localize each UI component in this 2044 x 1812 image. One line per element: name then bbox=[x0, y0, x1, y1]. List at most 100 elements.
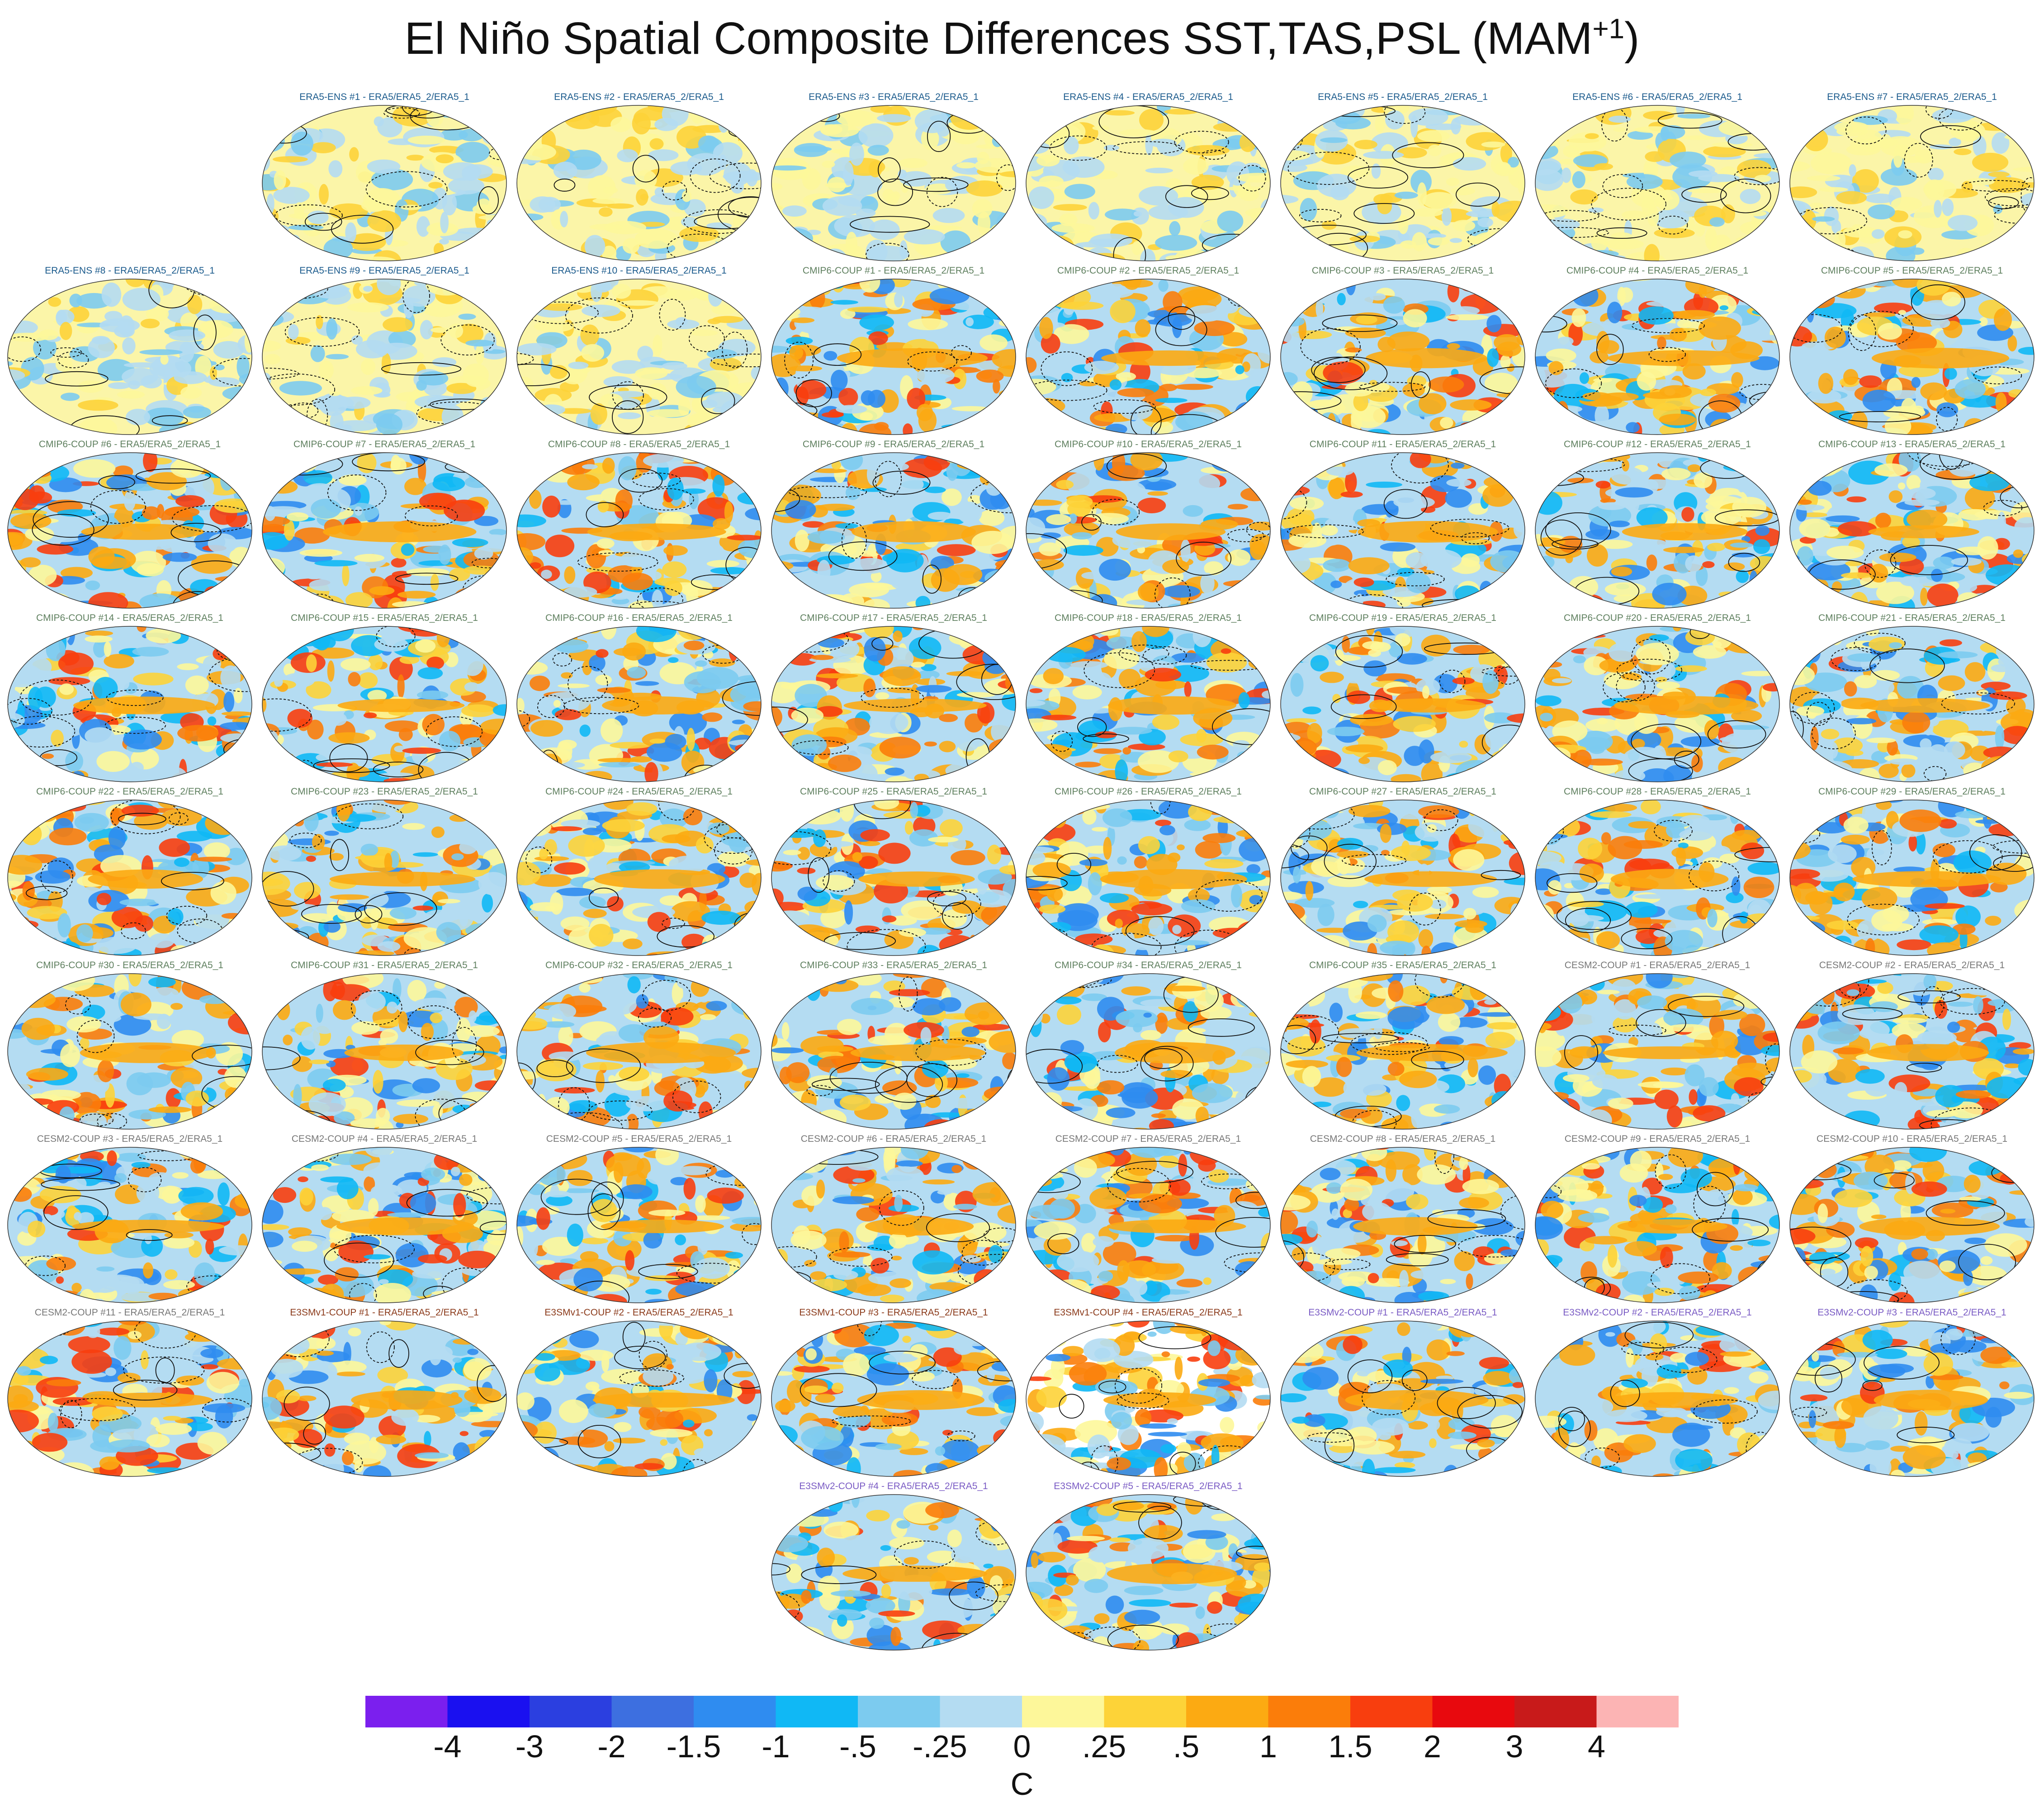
globe-map bbox=[771, 1494, 1016, 1651]
panel-title: CMIP6-COUP #17 - ERA5/ERA5_2/ERA5_1 bbox=[800, 613, 987, 623]
globe-map bbox=[262, 800, 507, 956]
globe-map bbox=[1535, 105, 1780, 261]
colorbar-swatch bbox=[611, 1696, 694, 1727]
globe-map bbox=[1026, 279, 1271, 435]
panel-title: CMIP6-COUP #15 - ERA5/ERA5_2/ERA5_1 bbox=[291, 613, 478, 623]
globe-map bbox=[1789, 279, 2035, 435]
colorbar-tick-label: 1 bbox=[1259, 1729, 1277, 1764]
globe-map bbox=[771, 1147, 1016, 1303]
map-panel: CMIP6-COUP #14 - ERA5/ERA5_2/ERA5_1 bbox=[5, 611, 254, 783]
map-panel: CMIP6-COUP #22 - ERA5/ERA5_2/ERA5_1 bbox=[5, 785, 254, 957]
panel-title: E3SMv2-COUP #4 - ERA5/ERA5_2/ERA5_1 bbox=[799, 1481, 988, 1491]
map-panel: CESM2-COUP #1 - ERA5/ERA5_2/ERA5_1 bbox=[1533, 959, 1782, 1131]
panel-title: E3SMv2-COUP #3 - ERA5/ERA5_2/ERA5_1 bbox=[1817, 1307, 2006, 1318]
panel-title: CMIP6-COUP #25 - ERA5/ERA5_2/ERA5_1 bbox=[800, 786, 987, 797]
panel-title: E3SMv2-COUP #2 - ERA5/ERA5_2/ERA5_1 bbox=[1563, 1307, 1752, 1318]
map-panel: CESM2-COUP #7 - ERA5/ERA5_2/ERA5_1 bbox=[1024, 1132, 1273, 1304]
map-panel: CMIP6-COUP #21 - ERA5/ERA5_2/ERA5_1 bbox=[1788, 611, 2036, 783]
map-panel: CMIP6-COUP #12 - ERA5/ERA5_2/ERA5_1 bbox=[1533, 438, 1782, 610]
panel-title: CMIP6-COUP #34 - ERA5/ERA5_2/ERA5_1 bbox=[1055, 960, 1242, 970]
globe-map bbox=[1280, 1147, 1525, 1303]
panel-title: CMIP6-COUP #1 - ERA5/ERA5_2/ERA5_1 bbox=[802, 265, 985, 276]
globe-map bbox=[1535, 626, 1780, 782]
panel-title: ERA5-ENS #5 - ERA5/ERA5_2/ERA5_1 bbox=[1318, 92, 1488, 102]
map-panel: ERA5-ENS #9 - ERA5/ERA5_2/ERA5_1 bbox=[260, 264, 509, 436]
globe-map bbox=[1789, 626, 2035, 782]
map-panel: CMIP6-COUP #28 - ERA5/ERA5_2/ERA5_1 bbox=[1533, 785, 1782, 957]
map-panel: CESM2-COUP #5 - ERA5/ERA5_2/ERA5_1 bbox=[515, 1132, 763, 1304]
globe-map bbox=[262, 1147, 507, 1303]
panel-title: CMIP6-COUP #29 - ERA5/ERA5_2/ERA5_1 bbox=[1818, 786, 2006, 797]
panel-title: CMIP6-COUP #20 - ERA5/ERA5_2/ERA5_1 bbox=[1564, 613, 1751, 623]
globe-map bbox=[1535, 1320, 1780, 1477]
map-panel: ERA5-ENS #1 - ERA5/ERA5_2/ERA5_1 bbox=[260, 90, 509, 262]
globe-map bbox=[771, 452, 1016, 609]
panel-title: CMIP6-COUP #28 - ERA5/ERA5_2/ERA5_1 bbox=[1564, 786, 1751, 797]
map-panel: E3SMv2-COUP #3 - ERA5/ERA5_2/ERA5_1 bbox=[1788, 1306, 2036, 1478]
globe-map bbox=[771, 626, 1016, 782]
globe-map bbox=[1789, 1320, 2035, 1477]
globe-map bbox=[1280, 105, 1525, 261]
panel-title: CESM2-COUP #10 - ERA5/ERA5_2/ERA5_1 bbox=[1816, 1134, 2008, 1144]
globe-map bbox=[1280, 626, 1525, 782]
colorbar-tick-label: -.25 bbox=[913, 1729, 967, 1764]
panel-title: CMIP6-COUP #8 - ERA5/ERA5_2/ERA5_1 bbox=[548, 439, 730, 449]
panel-title: CESM2-COUP #5 - ERA5/ERA5_2/ERA5_1 bbox=[546, 1134, 732, 1144]
globe-map bbox=[771, 973, 1016, 1130]
globe-map bbox=[1026, 452, 1271, 609]
map-panel: CMIP6-COUP #10 - ERA5/ERA5_2/ERA5_1 bbox=[1024, 438, 1273, 610]
panel-title: CESM2-COUP #4 - ERA5/ERA5_2/ERA5_1 bbox=[291, 1134, 478, 1144]
globe-map bbox=[771, 279, 1016, 435]
globe-map bbox=[262, 626, 507, 782]
map-panel: ERA5-ENS #6 - ERA5/ERA5_2/ERA5_1 bbox=[1533, 90, 1782, 262]
map-panel: CMIP6-COUP #9 - ERA5/ERA5_2/ERA5_1 bbox=[769, 438, 1018, 610]
colorbar-tick-label: .25 bbox=[1082, 1729, 1126, 1764]
panel-title: CMIP6-COUP #13 - ERA5/ERA5_2/ERA5_1 bbox=[1818, 439, 2006, 449]
map-panel: CMIP6-COUP #27 - ERA5/ERA5_2/ERA5_1 bbox=[1278, 785, 1527, 957]
globe-map bbox=[7, 1147, 252, 1303]
panel-title: CMIP6-COUP #33 - ERA5/ERA5_2/ERA5_1 bbox=[800, 960, 987, 970]
globe-map bbox=[262, 105, 507, 261]
map-panel: CMIP6-COUP #8 - ERA5/ERA5_2/ERA5_1 bbox=[515, 438, 763, 610]
globe-map bbox=[516, 279, 762, 435]
globe-map bbox=[1535, 1147, 1780, 1303]
map-panel: CESM2-COUP #10 - ERA5/ERA5_2/ERA5_1 bbox=[1788, 1132, 2036, 1304]
globe-map bbox=[7, 800, 252, 956]
colorbar-tick-label: -3 bbox=[515, 1729, 544, 1764]
panel-title: CMIP6-COUP #19 - ERA5/ERA5_2/ERA5_1 bbox=[1309, 613, 1496, 623]
panel-title: CMIP6-COUP #30 - ERA5/ERA5_2/ERA5_1 bbox=[36, 960, 223, 970]
colorbar-tick-label: -4 bbox=[433, 1729, 462, 1764]
panel-title: CMIP6-COUP #4 - ERA5/ERA5_2/ERA5_1 bbox=[1566, 265, 1749, 276]
globe-map bbox=[771, 1320, 1016, 1477]
panel-title: ERA5-ENS #6 - ERA5/ERA5_2/ERA5_1 bbox=[1572, 92, 1742, 102]
globe-map bbox=[1280, 279, 1525, 435]
globe-map bbox=[1026, 626, 1271, 782]
colorbar-swatch bbox=[694, 1696, 776, 1727]
panel-title: ERA5-ENS #3 - ERA5/ERA5_2/ERA5_1 bbox=[809, 92, 979, 102]
panel-title: CMIP6-COUP #23 - ERA5/ERA5_2/ERA5_1 bbox=[291, 786, 478, 797]
map-panel: ERA5-ENS #2 - ERA5/ERA5_2/ERA5_1 bbox=[515, 90, 763, 262]
panel-title: CMIP6-COUP #2 - ERA5/ERA5_2/ERA5_1 bbox=[1057, 265, 1240, 276]
map-panel: E3SMv2-COUP #4 - ERA5/ERA5_2/ERA5_1 bbox=[769, 1480, 1018, 1651]
colorbar-swatch bbox=[365, 1696, 448, 1727]
globe-map bbox=[7, 1320, 252, 1477]
colorbar-units: C bbox=[1010, 1766, 1034, 1802]
globe-map bbox=[1535, 800, 1780, 956]
colorbar-swatch bbox=[776, 1696, 858, 1727]
colorbar-tick-label: 4 bbox=[1588, 1729, 1605, 1764]
panel-title: ERA5-ENS #8 - ERA5/ERA5_2/ERA5_1 bbox=[45, 265, 215, 276]
globe-map bbox=[516, 1147, 762, 1303]
colorbar-tick-label: -.5 bbox=[839, 1729, 876, 1764]
map-panel: CMIP6-COUP #23 - ERA5/ERA5_2/ERA5_1 bbox=[260, 785, 509, 957]
colorbar-tick-label: 3 bbox=[1505, 1729, 1524, 1764]
map-panel: ERA5-ENS #10 - ERA5/ERA5_2/ERA5_1 bbox=[515, 264, 763, 436]
map-panel: CESM2-COUP #3 - ERA5/ERA5_2/ERA5_1 bbox=[5, 1132, 254, 1304]
globe-map bbox=[1026, 105, 1271, 261]
map-panel: CMIP6-COUP #2 - ERA5/ERA5_2/ERA5_1 bbox=[1024, 264, 1273, 436]
map-panel: ERA5-ENS #5 - ERA5/ERA5_2/ERA5_1 bbox=[1278, 90, 1527, 262]
colorbar-swatch bbox=[858, 1696, 940, 1727]
panel-title: E3SMv2-COUP #1 - ERA5/ERA5_2/ERA5_1 bbox=[1308, 1307, 1497, 1318]
map-panel: ERA5-ENS #8 - ERA5/ERA5_2/ERA5_1 bbox=[5, 264, 254, 436]
panel-title: ERA5-ENS #1 - ERA5/ERA5_2/ERA5_1 bbox=[299, 92, 469, 102]
colorbar-swatch bbox=[530, 1696, 612, 1727]
